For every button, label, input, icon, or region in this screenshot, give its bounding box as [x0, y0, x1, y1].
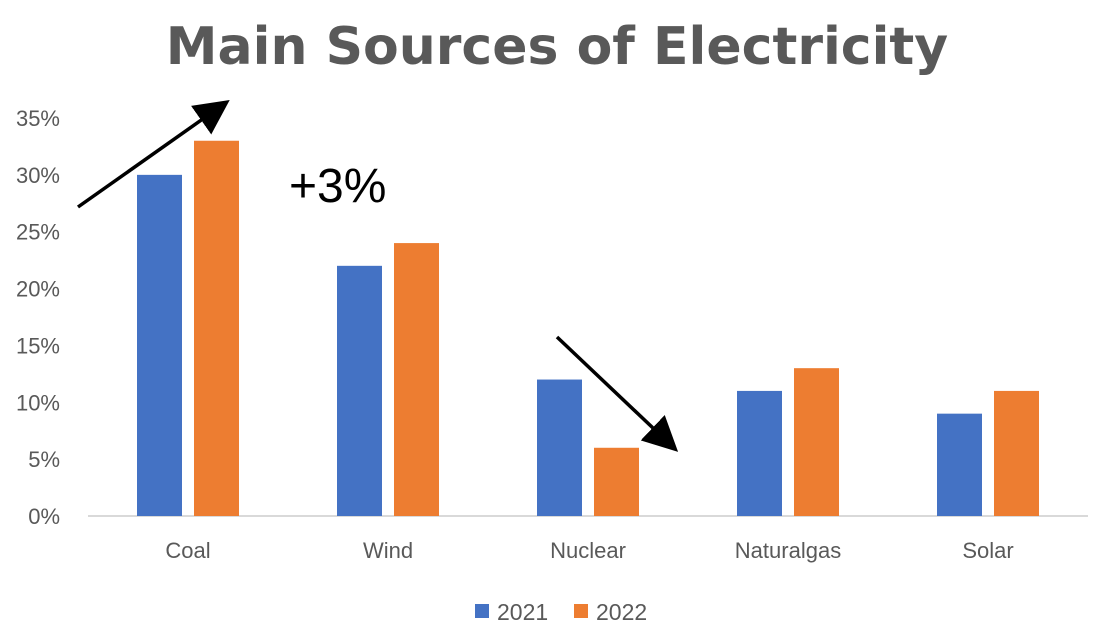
legend-swatch-2022 [574, 604, 588, 618]
y-tick-label: 0% [28, 504, 60, 529]
legend-label-2022: 2022 [596, 599, 647, 625]
y-axis: 0% 5% 10% 15% 20% 25% 30% 35% [16, 106, 60, 529]
bar-nuclear-2022 [594, 447, 639, 516]
x-tick-label: Solar [962, 538, 1013, 563]
increase-arrow [76, 99, 230, 209]
x-axis: Coal Wind Nuclear Naturalgas Solar [165, 538, 1013, 563]
bar-wind-2021 [337, 265, 382, 516]
bar-wind-2022 [394, 243, 439, 517]
bar-natural-gas-2022 [794, 368, 839, 516]
x-tick-label: Nuclear [550, 538, 626, 563]
bar-coal-2021 [137, 174, 182, 516]
legend: 2021 2022 [475, 599, 647, 625]
bar-coal-2022 [194, 140, 239, 516]
x-tick-label: Wind [363, 538, 413, 563]
bar-natural-gas-2021 [737, 390, 782, 516]
chart-title: Main Sources of Electricity [166, 17, 948, 77]
y-tick-label: 15% [16, 333, 60, 358]
y-tick-label: 35% [16, 106, 60, 131]
legend-label-2021: 2021 [497, 599, 548, 625]
y-tick-label: 5% [28, 447, 60, 472]
annotation-plus-3-percent: +3% [289, 160, 386, 213]
bars [137, 140, 1039, 517]
x-tick-label: Naturalgas [735, 538, 841, 563]
y-tick-label: 25% [16, 220, 60, 245]
bar-solar-2022 [994, 390, 1039, 516]
y-tick-label: 20% [16, 277, 60, 302]
legend-swatch-2021 [475, 604, 489, 618]
bar-nuclear-2021 [537, 379, 582, 516]
bar-solar-2021 [937, 413, 982, 516]
y-tick-label: 10% [16, 390, 60, 415]
y-tick-label: 30% [16, 163, 60, 188]
decrease-arrow [555, 335, 679, 452]
x-tick-label: Coal [165, 538, 210, 563]
